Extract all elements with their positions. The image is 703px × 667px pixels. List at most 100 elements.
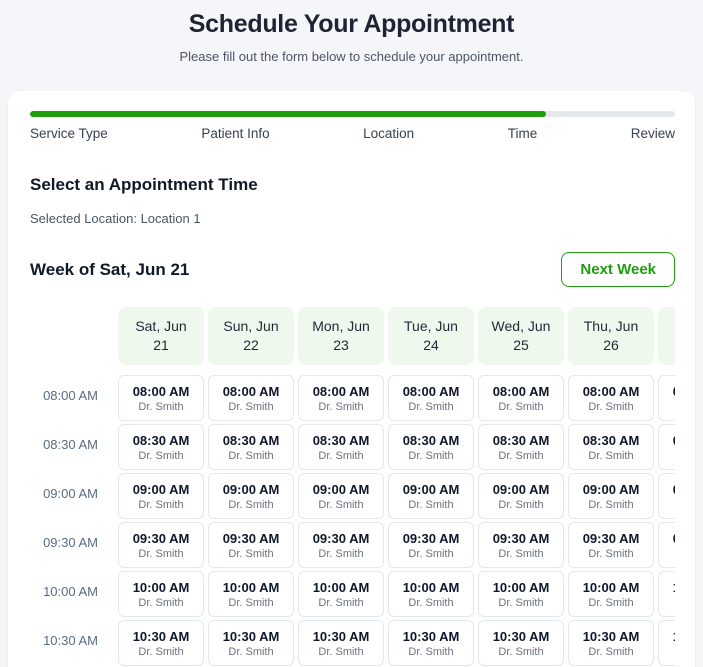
slot-provider: Dr. Smith (408, 449, 454, 462)
slot-provider: Dr. Smith (408, 498, 454, 511)
progress-bar (30, 111, 675, 117)
slot-time: 10:30 AM (582, 628, 640, 644)
time-row-label: 09:00 AM (43, 485, 98, 501)
slot-time: 09:30 AM (222, 530, 280, 546)
slot-provider: Dr. Smith (498, 645, 544, 658)
slot-provider: Dr. Smith (318, 596, 364, 609)
time-row-label: 09:30 AM (43, 534, 98, 550)
slot-provider: Dr. Smith (498, 400, 544, 413)
slot-time: 08:30 AM (312, 432, 370, 448)
slot-provider: Dr. Smith (408, 645, 454, 658)
time-row-label: 10:30 AM (43, 632, 98, 648)
slot-provider: Dr. Smith (498, 449, 544, 462)
scheduler-card: Service Type Patient Info Location Time Revi… (8, 91, 695, 667)
calendar-corner-spacer (30, 307, 114, 365)
slot-provider: Dr. Smith (228, 400, 274, 413)
slot-provider: Dr. Smith (588, 596, 634, 609)
slot-provider: Dr. Smith (228, 645, 274, 658)
page-subtitle: Please fill out the form below to schedu… (179, 49, 524, 64)
slot-provider: Dr. Smith (318, 400, 364, 413)
next-week-button[interactable]: Next Week (561, 252, 675, 287)
step-label: Service Type (30, 126, 108, 141)
slot-time: 10:00 AM (492, 579, 550, 595)
slot-provider: Dr. Smith (318, 645, 364, 658)
slot-time: 09:00 AM (222, 481, 280, 497)
slot-time: 08:00 AM (402, 383, 460, 399)
slot-time: 10:00 AM (402, 579, 460, 595)
slot-provider: Dr. Smith (228, 498, 274, 511)
step-label: Location (363, 126, 415, 141)
slot-time: 09:30 AM (673, 531, 675, 546)
slot-provider: Dr. Smith (318, 547, 364, 560)
slot-time: 10:30 AM (402, 628, 460, 644)
slot-time: 08:30 AM (132, 432, 190, 448)
slot-provider: Dr. Smith (228, 596, 274, 609)
calendar: Sat, Jun 21 Sun, Jun 22 Mon, Jun 23 Tue, Ju… (30, 307, 675, 666)
slot-time: 08:30 AM (222, 432, 280, 448)
slot-provider: Dr. Smith (138, 596, 184, 609)
day-header: Wed, Jun 25 (478, 307, 564, 365)
slot-time: 09:30 AM (402, 530, 460, 546)
slot-provider: Dr. Smith (588, 645, 634, 658)
slot-time: 09:00 AM (132, 481, 190, 497)
slot-time: 08:00 AM (312, 383, 370, 399)
slot-time: 08:00 AM (582, 383, 640, 399)
slot-provider: Dr. Smith (408, 400, 454, 413)
slot-time: 08:00 AM (492, 383, 550, 399)
slot-provider: Dr. Smith (408, 596, 454, 609)
slot-time: 09:30 AM (582, 530, 640, 546)
slot-time: 08:30 AM (582, 432, 640, 448)
time-row-label: 08:00 AM (43, 387, 98, 403)
slot-provider: Dr. Smith (408, 547, 454, 560)
slot-time: 10:00 AM (132, 579, 190, 595)
step-label: Time (507, 126, 538, 141)
time-row-label: 10:00 AM (43, 583, 98, 599)
step-label: Review (630, 126, 675, 141)
slot-time: 10:00 AM (312, 579, 370, 595)
selected-location-text: Selected Location: Location 1 (30, 211, 201, 226)
slot-provider: Dr. Smith (138, 547, 184, 560)
